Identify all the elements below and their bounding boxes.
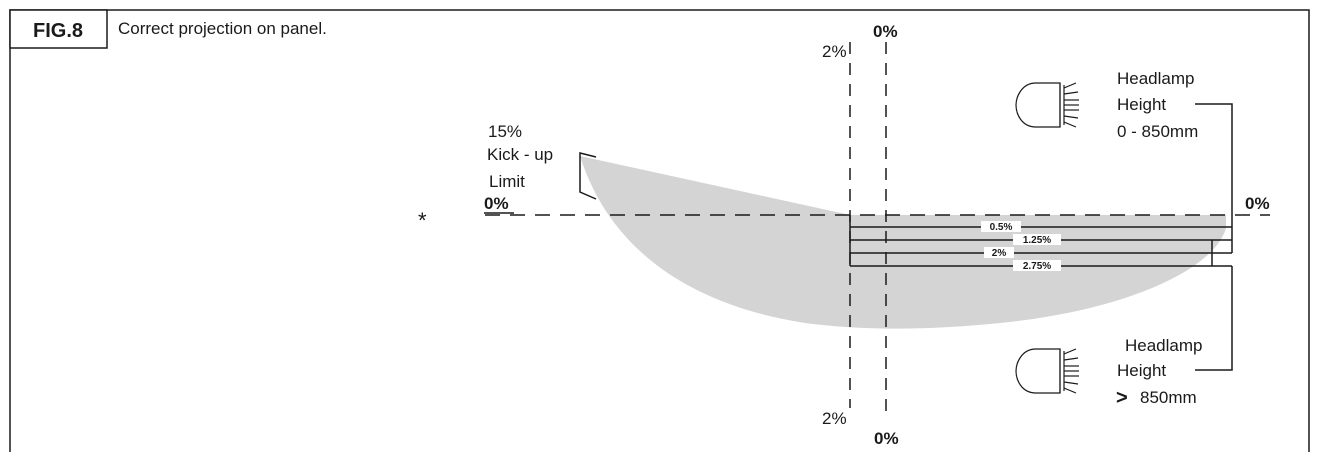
lower-headlamp-label: Headlamp [1125,336,1203,355]
figure-label-box [9,9,108,49]
right-zero-label: 0% [1245,194,1270,213]
bottom-zero-label: 0% [874,429,899,448]
upper-height-range: 0 - 850mm [1117,122,1198,141]
figure-label: FIG.8 [33,20,83,42]
top-two-label: 2% [822,42,847,61]
upper-height-label: Height [1117,95,1166,114]
cutoff-offset-label: 2.75% [1023,261,1051,272]
asterisk-label: * [418,208,427,233]
kickup-percent: 15% [488,122,522,141]
lower-height-symbol: > [1116,387,1128,409]
lower-height-range: 850mm [1140,388,1197,407]
lower-height-label: Height [1117,361,1166,380]
cutoff-offset-label: 1.25% [1023,235,1051,246]
cutoff-offset-label: 0.5% [990,222,1013,233]
headlamp-icon [1015,348,1079,394]
bottom-two-label: 2% [822,409,847,428]
figure-frame [9,9,1310,452]
left-zero-label: 0% [484,194,509,213]
figure-caption: Correct projection on panel. [118,19,327,38]
upper-height-leader [1195,103,1233,253]
headlamp-icon [1015,82,1079,128]
kickup-label: Kick - up [487,145,553,164]
beam-pattern [580,156,1226,329]
kickup-bracket [579,152,597,200]
cutoff-offset-label: 2% [992,248,1007,259]
lower-height-leader [1195,266,1233,371]
upper-headlamp-label: Headlamp [1117,69,1195,88]
kickup-limit-label: Limit [489,172,525,191]
top-zero-label: 0% [873,22,898,41]
